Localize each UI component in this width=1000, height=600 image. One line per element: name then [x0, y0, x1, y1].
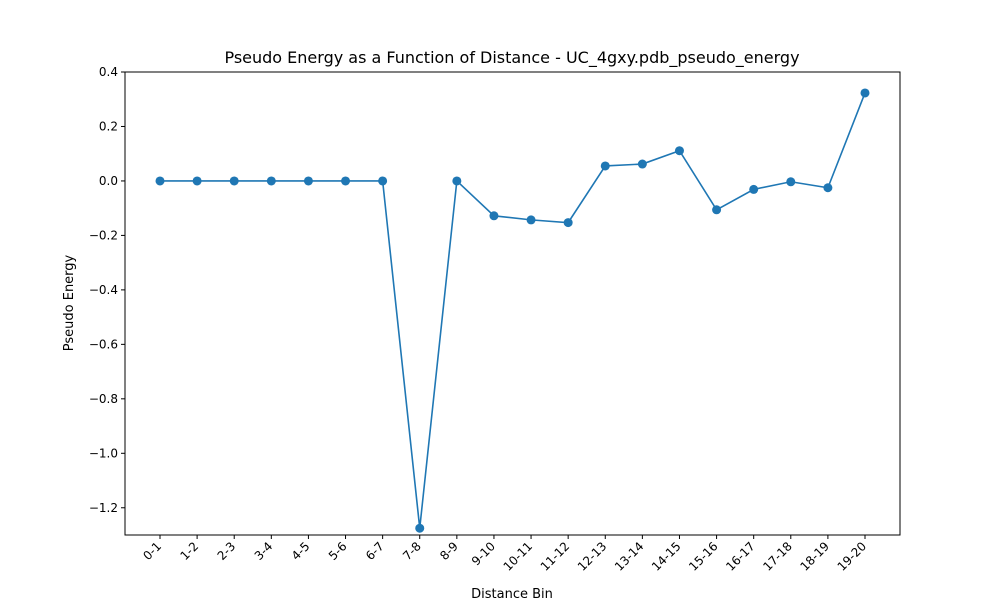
y-tick-label: −0.2 [89, 228, 118, 242]
data-point [489, 211, 499, 221]
data-point [415, 523, 425, 533]
y-tick-label: −0.6 [89, 337, 118, 351]
chart-title: Pseudo Energy as a Function of Distance … [224, 48, 799, 68]
data-point [860, 88, 870, 98]
data-point [823, 183, 833, 193]
y-axis: −1.2 −1.0 −0.8 −0.6 −0.4 −0.2 0.0 0.2 0.4 [89, 65, 125, 515]
data-point [637, 159, 647, 169]
y-tick-label: −1.2 [89, 501, 118, 515]
y-tick-label: −0.8 [89, 392, 118, 406]
y-tick-label: −0.4 [89, 283, 118, 297]
x-axis-label: Distance Bin [471, 587, 553, 600]
plot-frame [124, 71, 901, 536]
data-point [674, 146, 684, 156]
y-tick-label: 0.0 [99, 174, 118, 188]
data-point [378, 176, 388, 186]
data-point [563, 218, 573, 228]
data-point [712, 205, 722, 215]
data-point [452, 176, 462, 186]
data-point [786, 177, 796, 187]
data-point [600, 161, 610, 171]
y-tick-label: −1.0 [89, 446, 118, 460]
data-point [303, 176, 313, 186]
data-point [229, 176, 239, 186]
data-point [192, 176, 202, 186]
data-point [155, 176, 165, 186]
data-point [341, 176, 351, 186]
data-point [526, 215, 536, 225]
plot-area [155, 88, 870, 533]
series-line [160, 92, 866, 529]
y-tick-label: 0.2 [99, 119, 118, 133]
data-point [749, 184, 759, 194]
y-axis-label: Pseudo Energy [62, 254, 77, 351]
y-tick-label: 0.4 [99, 65, 118, 79]
data-point [266, 176, 276, 186]
